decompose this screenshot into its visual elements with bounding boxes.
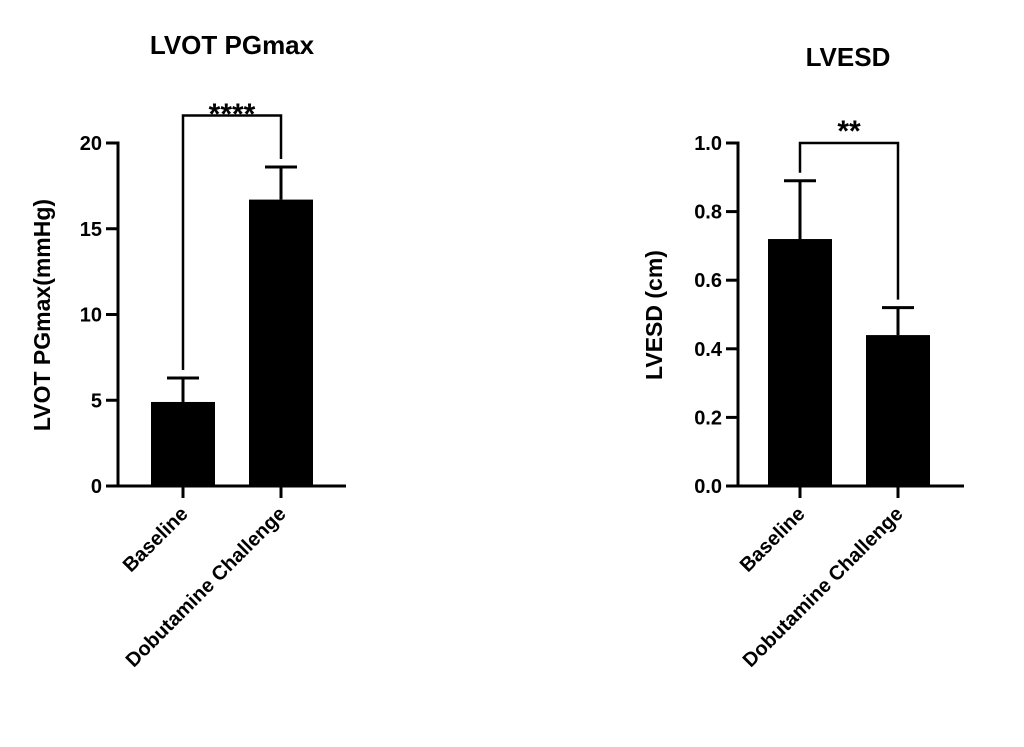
bar	[866, 335, 930, 486]
y-tick-label: 5	[91, 390, 102, 412]
y-tick-label: 15	[80, 219, 102, 241]
y-tick-label: 10	[80, 305, 102, 327]
bar	[151, 401, 215, 486]
bar	[249, 199, 313, 486]
significance-bracket	[798, 141, 900, 300]
y-axis-label: LVESD (cm)	[641, 250, 667, 380]
chart-title: LVESD	[806, 42, 891, 72]
y-tick-label: 0.4	[694, 339, 723, 361]
y-tick-label: 0.8	[694, 202, 722, 224]
y-tick-label: 0.0	[694, 476, 722, 498]
significance-label: ****	[209, 98, 256, 131]
significance-bracket	[181, 114, 283, 370]
x-tick-label: Baseline	[736, 503, 810, 577]
chart-title: LVOT PGmax	[150, 30, 315, 60]
lvot-pgmax-chart: LVOT PGmax LVOT PGmax(mmHg) 0 5 10 15 20 Base…	[29, 30, 346, 672]
y-tick-label: 0.6	[694, 270, 722, 292]
x-tick-label: Dobutamine Challenge	[122, 503, 291, 672]
lvesd-chart: LVESD LVESD (cm) 0.0 0.2 0.4 0.6 0.8 1.0 Basel…	[641, 42, 964, 672]
y-axis-label: LVOT PGmax(mmHg)	[29, 199, 55, 431]
x-tick-label: Dobutamine Challenge	[739, 503, 908, 672]
significance-label: **	[837, 115, 861, 148]
y-tick-label: 20	[80, 133, 102, 155]
y-tick-label: 1.0	[694, 133, 722, 155]
y-tick-label: 0	[91, 476, 102, 498]
y-tick-label: 0.2	[694, 407, 722, 429]
bar	[768, 239, 832, 486]
x-tick-label: Baseline	[119, 503, 193, 577]
